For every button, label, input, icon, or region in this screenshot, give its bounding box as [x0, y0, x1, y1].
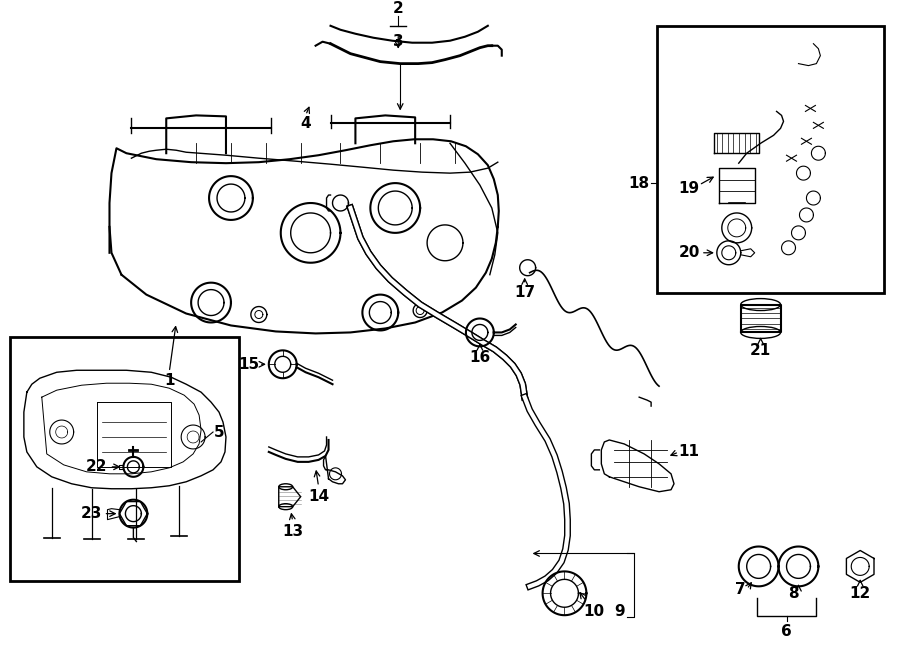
Ellipse shape — [741, 327, 780, 338]
Text: 20: 20 — [679, 245, 699, 260]
Text: 17: 17 — [514, 285, 536, 300]
Text: 1: 1 — [164, 373, 175, 388]
Text: 21: 21 — [750, 343, 771, 358]
Text: 3: 3 — [393, 34, 403, 49]
Text: 15: 15 — [238, 357, 259, 371]
Text: 6: 6 — [781, 623, 792, 639]
Text: 2: 2 — [393, 1, 403, 17]
Text: 12: 12 — [850, 586, 871, 601]
Text: 23: 23 — [81, 506, 103, 521]
Text: 9: 9 — [614, 603, 625, 619]
Bar — [10, 337, 238, 581]
Text: 16: 16 — [469, 350, 491, 365]
Text: 11: 11 — [679, 444, 699, 459]
Text: 14: 14 — [308, 489, 329, 504]
Text: 18: 18 — [628, 176, 650, 190]
Text: 8: 8 — [788, 586, 799, 601]
Text: 10: 10 — [584, 603, 605, 619]
Text: 22: 22 — [86, 459, 107, 475]
Bar — [657, 26, 884, 293]
Text: 19: 19 — [679, 180, 699, 196]
Text: 5: 5 — [213, 424, 224, 440]
Text: 4: 4 — [301, 116, 310, 131]
Text: 7: 7 — [735, 582, 746, 597]
Text: 13: 13 — [282, 524, 303, 539]
